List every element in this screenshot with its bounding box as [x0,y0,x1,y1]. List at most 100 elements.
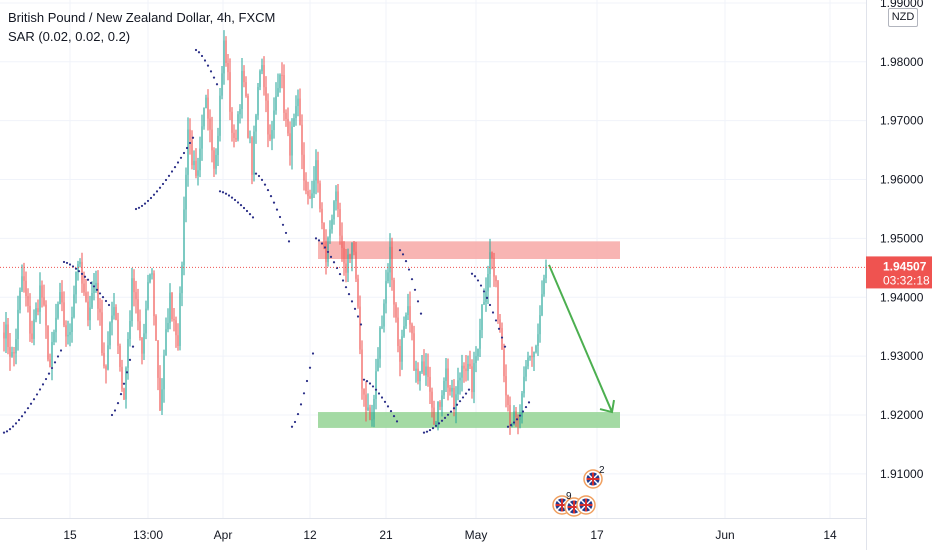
candle-body [421,361,423,372]
candle-body [491,252,493,259]
sar-dot [89,281,93,285]
candle-body [485,291,487,303]
candle-body [269,134,271,140]
candle-body [15,338,17,354]
sar-dot [131,345,135,348]
sar-dot [74,267,78,270]
candle-body [299,98,301,125]
candle-body [519,417,521,420]
sar-dot [494,319,498,322]
candle-body [213,150,215,169]
candle-body [353,242,355,252]
economic-events[interactable]: 29 [552,465,605,517]
candle-body [229,72,231,112]
sar-dot [173,165,177,169]
candle-body [533,351,535,358]
sar-dot [170,170,174,173]
sar-dot [218,190,222,193]
symbol-title[interactable]: British Pound / New Zealand Dollar, 4h, … [8,10,276,25]
candle-body [539,315,541,335]
currency-badge[interactable]: NZD [888,8,918,27]
candle-body [271,130,273,140]
candle-body [399,346,401,362]
sar-dot [164,178,168,182]
candle-body [393,280,395,305]
sar-dot [506,425,510,428]
sar-dot [509,424,513,427]
candle-body [11,352,13,357]
sar-dot [302,392,306,395]
candle-body [265,87,267,101]
sar-dot [38,388,42,391]
candle-body [63,302,65,326]
candle-body [185,174,187,210]
candle-body [171,292,173,320]
candle-body [451,387,453,392]
candle-body [277,88,279,97]
candle-body [483,302,485,305]
candle-body [211,129,213,151]
candle-body [157,340,159,378]
sar-dot [386,405,390,408]
candle-body [87,301,89,321]
sar-dot [17,418,21,422]
candle-body [323,222,325,241]
price-tick-label: 1.93000 [880,349,924,363]
sar-dot [272,201,276,204]
candle-body [125,367,127,400]
candle-body [83,283,85,293]
sar-dot [461,396,465,399]
candle-body [329,229,331,238]
candle-body [79,261,81,265]
price-axis[interactable]: 1.91000 1.92000 1.93000 1.94000 1.95000 1.960… [866,0,932,550]
sar-dot [497,327,501,330]
candle-body [289,133,291,156]
candle-body [439,401,441,407]
sar-dot [473,275,477,278]
projection-arrow[interactable] [548,264,615,414]
time-axis[interactable]: 15 13:00 Apr 12 21 May 17 Jun 14 [0,518,866,543]
last-price-value: 1.94507 [883,259,927,273]
candle-body [455,394,457,411]
event-count-bottom: 9 [566,491,572,502]
uk-flag-icon [583,469,603,489]
candle-body [25,280,27,297]
candle-body [307,191,309,197]
sar-dot [59,349,63,352]
sar-dot [332,261,336,264]
candle-body [121,366,123,389]
sar-dot [68,263,72,266]
candle-body [413,333,415,371]
candle-body [221,73,223,96]
sar-dot [383,400,387,403]
candle-body [243,70,245,83]
candle-body [147,282,149,309]
candle-body [351,242,353,259]
sar-dot [92,285,96,288]
indicator-label[interactable]: SAR (0.02, 0.02, 0.2) [8,29,131,44]
sar-dot [152,193,156,196]
price-tick-label: 1.98000 [880,55,924,69]
sar-dot [266,188,270,192]
candle-body [407,306,409,316]
candle-body [143,333,145,354]
sar-dot [254,172,258,175]
candle-body [111,315,113,323]
sar-dot [263,183,267,186]
sar-dot [440,419,444,422]
candle-body [433,407,435,425]
sar-dot [278,215,282,219]
sar-dot [395,420,399,423]
candle-body [261,65,263,72]
sar-dot [41,383,45,386]
candle-body [335,191,337,202]
candle-body [401,336,403,362]
sar-dot [80,272,84,275]
sar-dot [110,413,114,417]
sar-dot [86,278,90,281]
candle-body [117,319,119,346]
sar-dot [341,279,345,282]
sar-dot [56,355,60,358]
candle-body [77,264,79,273]
